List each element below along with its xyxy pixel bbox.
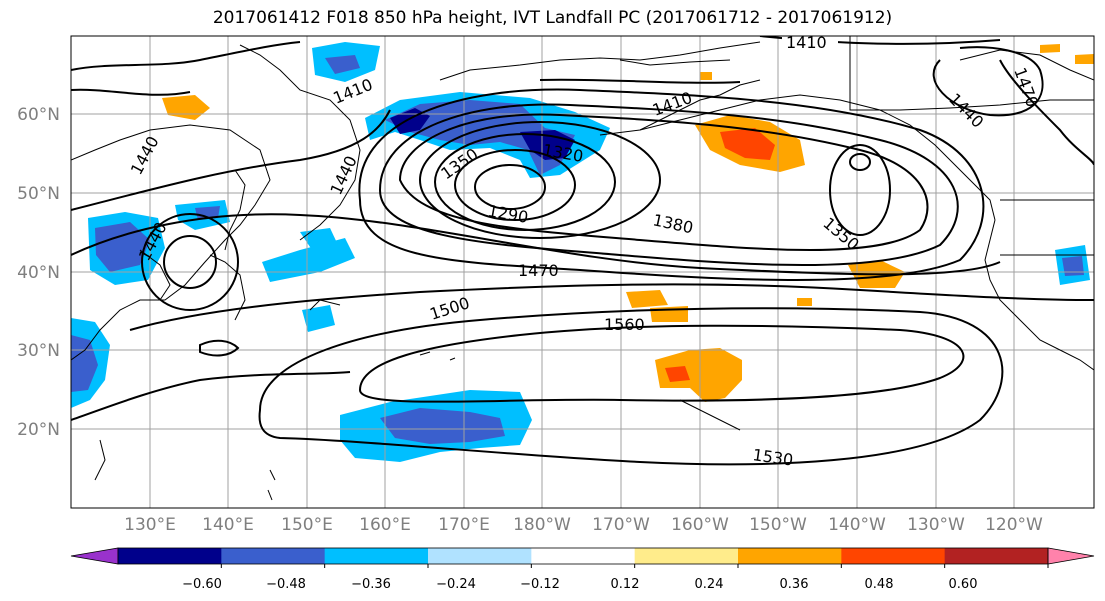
colorbar-tick-label: −0.12 — [520, 577, 560, 592]
lon-label: 160°W — [671, 515, 729, 535]
colorbar-segment — [428, 548, 532, 564]
colorbar-segment — [324, 548, 429, 564]
latitude-labels: 60°N 50°N 40°N 30°N 20°N — [17, 105, 60, 440]
colorbar-tick-label: 0.12 — [611, 577, 640, 592]
lon-label: 140°E — [202, 515, 254, 535]
colorbar-tick-label: 0.36 — [780, 577, 809, 592]
lon-label: 170°E — [438, 515, 490, 535]
colorbar-tick-label: −0.36 — [351, 577, 391, 592]
colorbar-tick-label: −0.24 — [436, 577, 476, 592]
lon-label: 130°W — [907, 515, 965, 535]
lat-label: 30°N — [17, 341, 60, 361]
colorbar-segment — [634, 548, 739, 564]
contour-label: 1410 — [786, 33, 827, 52]
lat-label: 20°N — [17, 420, 60, 440]
lon-label: 120°W — [985, 515, 1043, 535]
map-title: 2017061412 F018 850 hPa height, IVT Land… — [212, 8, 893, 28]
colorbar-outline — [117, 547, 1049, 565]
lat-label: 50°N — [17, 184, 60, 204]
coastlines — [71, 36, 1094, 501]
colorbar-segment — [738, 548, 842, 564]
contour-label: 1440 — [96, 45, 137, 64]
colorbar-segment — [221, 548, 326, 564]
colorbar-tick-label: 0.48 — [865, 577, 894, 592]
colorbar-segment — [118, 548, 222, 564]
lon-label: 170°W — [592, 515, 650, 535]
colorbar-tick-label: 0.60 — [949, 577, 978, 592]
map-frame — [70, 35, 1095, 509]
lon-label: 180°W — [513, 515, 571, 535]
colorbar — [70, 547, 1095, 568]
lon-label: 150°W — [749, 515, 807, 535]
lat-label: 40°N — [17, 263, 60, 283]
lon-label: 130°E — [124, 515, 176, 535]
longitude-labels: 130°E 140°E 150°E 160°E 170°E 180°W 170°… — [124, 515, 1043, 535]
height-contours — [71, 36, 1094, 466]
lat-label: 60°N — [17, 105, 60, 125]
colorbar-segment — [531, 548, 636, 564]
colorbar-tick-label: 0.24 — [695, 577, 724, 592]
contour-label: 1560 — [604, 315, 645, 334]
lon-label: 150°E — [281, 515, 333, 535]
contour-label: 1470 — [518, 261, 559, 280]
colorbar-segment — [841, 548, 946, 564]
colorbar-extend-high — [1047, 547, 1095, 565]
colorbar-tick-label: −0.48 — [266, 577, 306, 592]
lon-label: 160°E — [359, 515, 411, 535]
colorbar-extend-low — [70, 547, 119, 565]
colorbar-tick-labels: −0.60 −0.48 −0.36 −0.24 −0.12 0.12 0.24 … — [182, 577, 977, 592]
colorbar-tick-label: −0.60 — [182, 577, 222, 592]
lon-label: 140°W — [828, 515, 886, 535]
colorbar-segment — [944, 548, 1049, 564]
